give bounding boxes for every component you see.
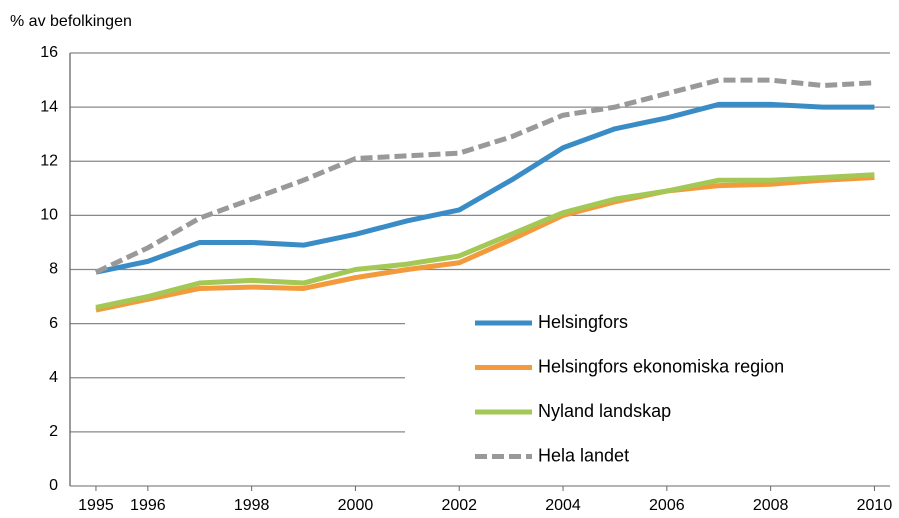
x-tick-label: 2006 — [649, 497, 685, 514]
series-line — [94, 77, 875, 275]
y-tick-label: 8 — [49, 261, 58, 278]
legend-label: Hela landet — [538, 445, 629, 465]
y-tick-label: 0 — [49, 477, 58, 494]
x-tick-label: 2002 — [441, 497, 477, 514]
y-tick-label: 12 — [40, 152, 58, 169]
x-tick-label: 2004 — [545, 497, 581, 514]
x-tick-label: 2010 — [857, 497, 893, 514]
y-tick-label: 16 — [40, 44, 58, 61]
x-tick-label: 2008 — [753, 497, 789, 514]
y-tick-label: 10 — [40, 207, 58, 224]
series-line — [95, 174, 875, 313]
y-tick-label: 6 — [49, 315, 58, 332]
y-axis-label: % av befolkingen — [10, 13, 132, 30]
y-tick-label: 14 — [40, 98, 58, 115]
y-tick-label: 4 — [49, 369, 58, 386]
legend-background — [405, 296, 890, 478]
legend-label: Nyland landskap — [538, 401, 671, 421]
x-tick-label: 2000 — [338, 497, 374, 514]
x-tick-label: 1996 — [130, 497, 166, 514]
y-tick-label: 2 — [49, 423, 58, 440]
x-tick-label: 1995 — [78, 497, 114, 514]
series-line — [95, 101, 875, 275]
legend-label: Helsingfors — [538, 312, 628, 332]
x-tick-label: 1998 — [234, 497, 270, 514]
series-line — [95, 172, 875, 310]
legend-label: Helsingfors ekonomiska region — [538, 356, 784, 376]
